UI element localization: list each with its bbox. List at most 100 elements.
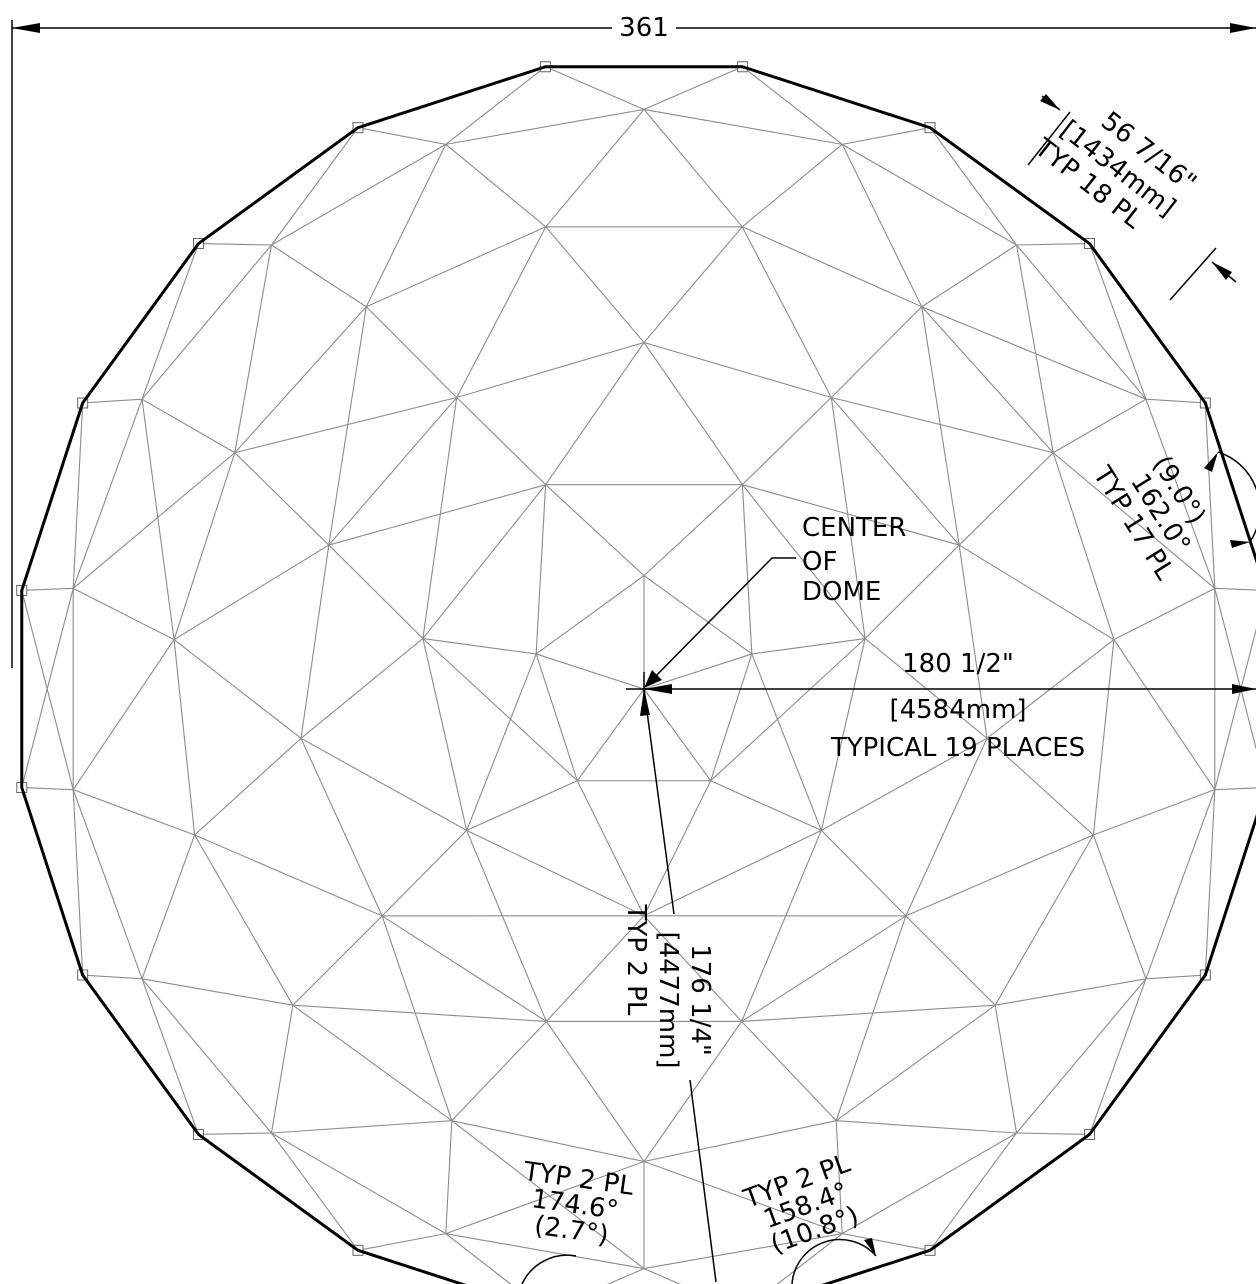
strut [929, 127, 1018, 246]
radius-main-dimension: 180 1/2" [4584mm] TYPICAL 19 PLACES [644, 649, 1256, 763]
strut [643, 109, 743, 228]
strut [194, 737, 302, 836]
overall-width-arrow-right [1230, 23, 1256, 33]
strut [1092, 639, 1115, 836]
strut [21, 787, 74, 791]
edge-length-dimension: 56 7/16" [1434mm] TYP 18 PL [1027, 94, 1237, 301]
strut [1016, 244, 1147, 400]
strut [292, 1004, 547, 1023]
strut [905, 834, 1094, 917]
strut [82, 398, 143, 404]
strut [643, 915, 743, 1022]
strut [422, 484, 547, 639]
strut [535, 575, 645, 655]
strut [643, 1268, 681, 1284]
strut [445, 66, 546, 145]
strut [545, 342, 645, 485]
strut [643, 1233, 843, 1270]
strut [824, 1249, 931, 1284]
strut [466, 830, 547, 1022]
strut [381, 915, 547, 1022]
strut [535, 653, 645, 690]
strut [545, 1021, 645, 1162]
strut [1204, 402, 1216, 589]
strut [842, 1233, 931, 1251]
strut [72, 789, 143, 979]
strut [328, 306, 367, 546]
strut [710, 780, 822, 831]
strut [836, 1120, 1017, 1134]
center-callout-line-3: DOME [802, 577, 881, 607]
strut [445, 108, 645, 145]
strut [545, 66, 645, 110]
strut [994, 834, 1094, 1006]
edge-angle-arrow-2 [1230, 540, 1250, 548]
strut [1088, 978, 1147, 1135]
strut [864, 544, 960, 639]
overall-width-arrow-left [12, 23, 40, 33]
strut [535, 653, 578, 781]
strut [741, 484, 866, 639]
strut [173, 544, 330, 641]
strut [270, 1005, 294, 1134]
strut [742, 66, 843, 145]
strut [830, 397, 960, 546]
strut [842, 127, 931, 145]
door-angle-right: TYP 2 PL 158.4° (10.8°) [739, 1148, 877, 1284]
strut [741, 484, 753, 654]
strut [357, 1233, 446, 1251]
strut [141, 243, 200, 400]
strut [234, 244, 272, 453]
strut [921, 306, 1147, 400]
strut [328, 544, 424, 639]
strut [292, 915, 383, 1006]
strut [328, 484, 546, 546]
strut [958, 544, 988, 739]
strut [141, 978, 272, 1134]
strut [141, 978, 293, 1006]
strut [451, 1120, 645, 1163]
strut [835, 1120, 843, 1234]
strut [422, 637, 537, 655]
strut [466, 829, 645, 917]
center-callout: CENTER OF DOME [626, 513, 906, 706]
edge-length-ext-line-2 [1169, 247, 1217, 301]
radius-main-note: TYPICAL 19 PLACES [830, 733, 1085, 763]
strut [72, 452, 236, 589]
strut [456, 397, 546, 486]
strut [328, 397, 458, 546]
overall-width-dimension: 361 [11, 13, 1256, 668]
radius-door-dimension: 176 1/4" [4477mm] TYP 2 PL [621, 688, 717, 1283]
dome-perimeter-outline [20, 65, 1256, 1284]
strut [1052, 398, 1147, 454]
strut [643, 341, 832, 399]
strut [72, 639, 175, 790]
hub-connectors [16, 61, 1211, 1256]
strut [271, 143, 447, 246]
strut [643, 1120, 837, 1163]
strut [958, 452, 1054, 546]
door-angle-right-arrow [864, 1238, 876, 1256]
door-angle-left: TYP 2 PL 174.6° (2.7°) [521, 1157, 636, 1284]
strut [921, 244, 1017, 308]
strut [905, 738, 988, 917]
strut [576, 688, 645, 782]
strut [1145, 974, 1206, 980]
door-angle-left-arc [521, 1254, 577, 1284]
strut [742, 397, 832, 486]
strut [820, 830, 907, 917]
strut [198, 1132, 272, 1136]
strut [643, 66, 743, 110]
strut [830, 397, 866, 639]
strut [466, 780, 578, 831]
strut [742, 226, 922, 308]
strut [710, 653, 753, 781]
center-callout-line-2: OF [802, 547, 837, 577]
strut [643, 342, 743, 485]
strut [141, 398, 236, 454]
strut [73, 789, 195, 836]
strut [82, 974, 143, 980]
strut [545, 109, 645, 228]
strut [643, 575, 753, 655]
